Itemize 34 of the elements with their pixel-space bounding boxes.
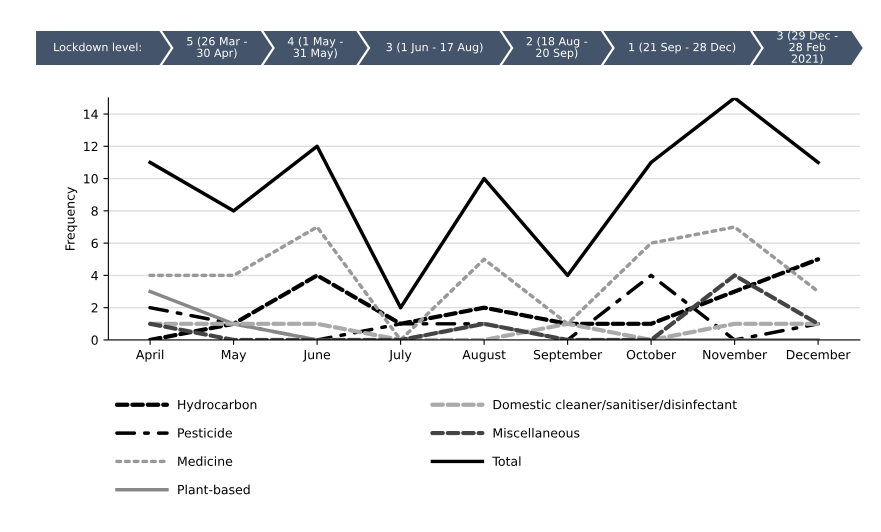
x-tick-label: December	[786, 350, 851, 360]
y-tick-label: 12	[84, 142, 98, 152]
legend-label: Total	[492, 456, 520, 466]
text: 1 (21 Sep - 28 Dec)	[629, 42, 736, 54]
y-axis-title: Frequency	[65, 187, 78, 250]
legend-label: Hydrocarbon	[178, 400, 256, 412]
x-tick-label: August	[462, 350, 506, 362]
text: 4 (1 May - 31 May)	[288, 36, 343, 60]
x-tick-label: May	[222, 350, 246, 362]
x-tick-label: September	[534, 350, 602, 362]
line-series	[148, 98, 820, 310]
y-tick-label: 8	[92, 206, 98, 216]
x-tick-label: October	[626, 350, 676, 360]
x-tick-label: July	[388, 350, 412, 362]
y-tick-label: 0	[92, 335, 98, 345]
line-series	[148, 225, 820, 340]
x-tick-label: June	[302, 350, 330, 362]
y-tick-label: 6	[92, 238, 98, 248]
x-tick-label: November	[703, 350, 768, 360]
text: 3 (29 Dec - 28 Feb 2021)	[777, 31, 838, 64]
y-tick-label: 2	[92, 303, 98, 312]
y-tick-label: 4	[91, 271, 98, 280]
x-tick-label: April	[136, 350, 164, 362]
y-tick-label: 10	[84, 174, 98, 184]
text: 2 (18 Aug - 20 Sep)	[526, 36, 588, 60]
legend-label: Medicine	[178, 456, 232, 466]
text: 3 (1 Jun - 17 Aug)	[386, 42, 482, 54]
legend-label: Pesticide	[178, 428, 232, 438]
legend-label: Plant-based	[178, 484, 250, 494]
legend-label: Miscellaneous	[494, 428, 580, 438]
y-tick-label: 14	[84, 110, 98, 119]
text: 5 (26 Mar - 30 Apr)	[187, 36, 247, 60]
text: Lockdown level:	[54, 42, 141, 52]
legend-label: Domestic cleaner/sanitiser/disinfectant	[494, 400, 737, 410]
